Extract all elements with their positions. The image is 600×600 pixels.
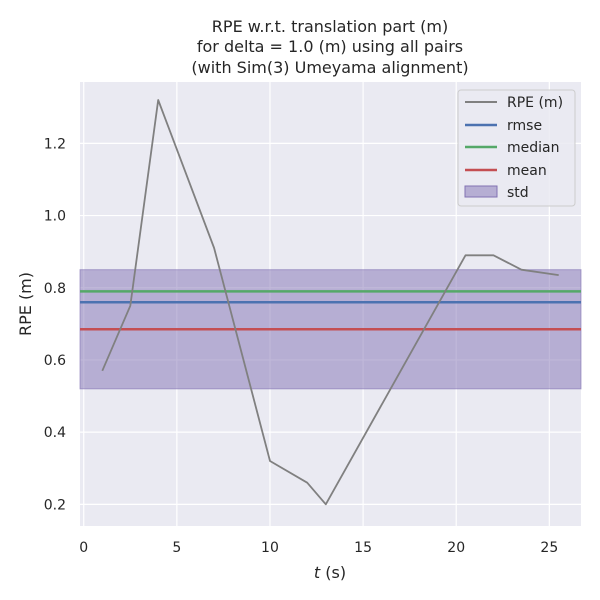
legend-label-median: median: [507, 140, 559, 156]
x-tick-label-2: 10: [261, 540, 279, 556]
y-tick-label-0: 0.2: [44, 497, 66, 513]
y-axis-label: RPE (m): [16, 272, 35, 336]
legend-label-std: std: [507, 185, 529, 201]
y-tick-label-3: 0.8: [44, 281, 66, 297]
x-axis-variable: t: [314, 563, 321, 582]
series-layer: [101, 99, 559, 506]
y-tick-label-2: 0.6: [44, 353, 66, 369]
legend: RPE (m) rmse median mean std: [457, 89, 576, 207]
chart-title-line-3: (with Sim(3) Umeyama alignment): [191, 58, 468, 77]
statistic-lines: [80, 290, 581, 331]
y-tick-label-1: 0.4: [44, 425, 66, 441]
chart-title-line-1: RPE w.r.t. translation part (m): [212, 17, 448, 36]
legend-label-rmse: rmse: [507, 118, 542, 134]
legend-label-rpe: RPE (m): [507, 95, 563, 111]
x-tick-label-1: 5: [172, 540, 181, 556]
y-tick-labels: 0.2 0.4 0.6 0.8 1.0 1.2: [44, 136, 66, 513]
x-tick-labels: 0 5 10 15 20 25: [79, 540, 558, 556]
rpe-series-line: [101, 99, 559, 506]
chart-title-line-2: for delta = 1.0 (m) using all pairs: [197, 37, 463, 56]
y-tick-label-4: 1.0: [44, 209, 66, 225]
x-axis-unit: (s): [320, 563, 346, 582]
x-tick-label-5: 25: [540, 540, 558, 556]
y-tick-label-5: 1.2: [44, 136, 66, 152]
legend-label-mean: mean: [507, 163, 547, 179]
x-tick-label-0: 0: [79, 540, 88, 556]
legend-box: [457, 89, 576, 207]
legend-swatch-std: [464, 185, 498, 198]
x-tick-label-4: 20: [447, 540, 465, 556]
x-axis-label: t (s): [314, 563, 346, 582]
x-tick-label-3: 15: [354, 540, 372, 556]
